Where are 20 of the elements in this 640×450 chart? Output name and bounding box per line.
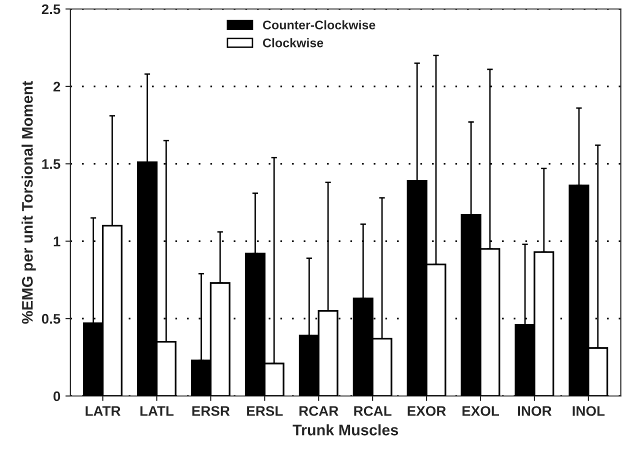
legend-label: Clockwise [262, 38, 324, 48]
y-tick-label: 0 [54, 391, 60, 402]
y-tick-label: 2 [53, 82, 60, 92]
x-tick-label: LATR [86, 406, 120, 416]
x-tick-label: LATL [140, 406, 174, 416]
x-tick-label: ERSL [247, 406, 283, 416]
y-tick-label: 1.5 [42, 159, 60, 169]
y-tick-label: 2.5 [42, 4, 60, 14]
y-tick-label: 1 [54, 236, 60, 246]
y-tick-label: 0.5 [42, 314, 60, 324]
x-tick-label: RCAL [354, 406, 392, 416]
x-tick-label: EXOL [462, 406, 499, 416]
x-tick-label: EXOR [408, 406, 446, 416]
x-tick-label: INOR [518, 406, 552, 416]
x-tick-label: RCAR [299, 406, 338, 416]
x-axis-title: Trunk Muscles [292, 424, 398, 436]
x-tick-label: ERSR [192, 406, 230, 416]
legend-label: Counter-Clockwise [262, 20, 376, 30]
x-tick-label: INOL [572, 406, 605, 416]
y-axis-title: %EMG per unit Torsional Moment [22, 81, 36, 324]
